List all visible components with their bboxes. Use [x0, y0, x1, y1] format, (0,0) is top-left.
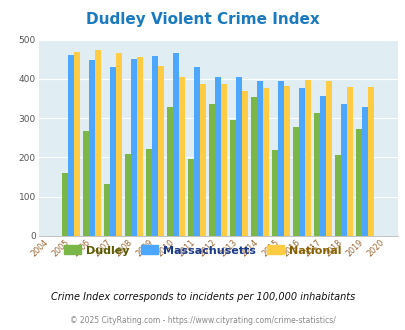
Bar — [326, 81, 331, 236]
Bar — [167, 107, 173, 236]
Bar — [194, 67, 200, 236]
Bar — [158, 66, 164, 236]
Bar — [320, 96, 326, 236]
Bar — [89, 60, 95, 236]
Bar — [362, 107, 367, 236]
Bar — [83, 131, 89, 236]
Bar — [152, 56, 158, 236]
Bar — [116, 52, 121, 236]
Legend: Dudley, Massachusetts, National: Dudley, Massachusetts, National — [60, 241, 345, 260]
Bar — [125, 154, 131, 236]
Bar — [110, 67, 116, 236]
Bar — [341, 104, 346, 236]
Text: © 2025 CityRating.com - https://www.cityrating.com/crime-statistics/: © 2025 CityRating.com - https://www.city… — [70, 316, 335, 325]
Bar — [241, 91, 247, 236]
Bar — [95, 50, 101, 236]
Bar — [200, 84, 205, 236]
Bar — [74, 52, 80, 236]
Bar — [356, 129, 362, 236]
Bar — [278, 81, 284, 236]
Bar — [251, 97, 257, 236]
Bar — [298, 88, 305, 236]
Bar — [62, 173, 68, 236]
Bar — [137, 57, 143, 236]
Bar — [236, 77, 241, 236]
Bar — [272, 149, 278, 236]
Bar — [230, 120, 236, 236]
Bar — [68, 55, 74, 236]
Bar — [215, 77, 221, 236]
Bar — [221, 84, 226, 236]
Bar — [146, 149, 152, 236]
Bar — [209, 104, 215, 236]
Bar — [293, 127, 298, 236]
Bar — [104, 184, 110, 236]
Bar — [173, 53, 179, 236]
Bar — [188, 159, 194, 236]
Bar — [257, 81, 262, 236]
Bar — [262, 88, 269, 236]
Text: Dudley Violent Crime Index: Dudley Violent Crime Index — [86, 12, 319, 26]
Bar — [314, 114, 320, 236]
Bar — [179, 77, 185, 236]
Bar — [284, 85, 289, 236]
Bar — [335, 155, 341, 236]
Bar — [305, 80, 310, 236]
Text: Crime Index corresponds to incidents per 100,000 inhabitants: Crime Index corresponds to incidents per… — [51, 292, 354, 302]
Bar — [367, 87, 373, 236]
Bar — [131, 59, 137, 236]
Bar — [346, 87, 352, 236]
